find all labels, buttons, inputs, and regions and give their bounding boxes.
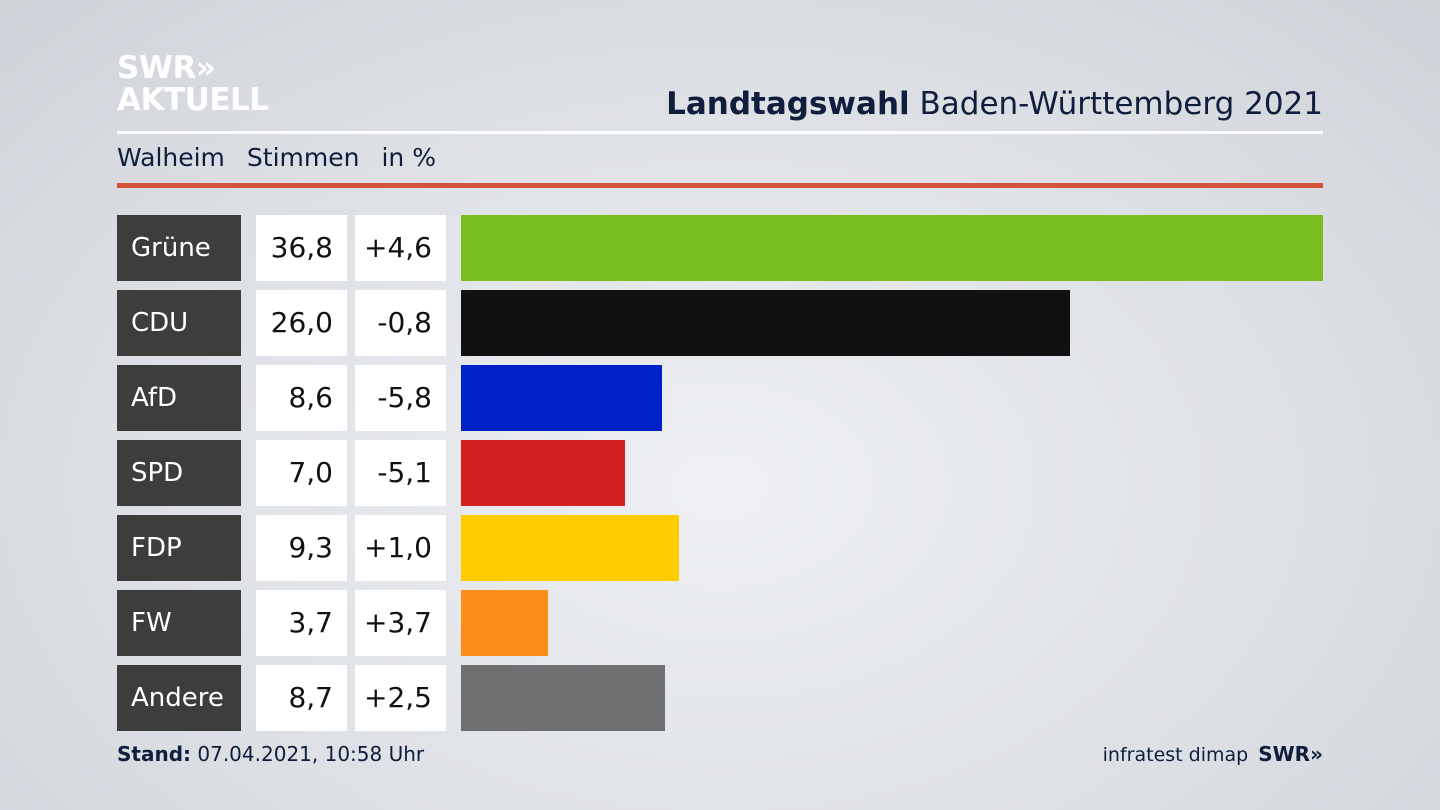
swr-brand: SWR» [1258, 742, 1323, 766]
bar-row: FW 3,7 +3,7 [117, 590, 1323, 656]
bar [461, 215, 1323, 281]
bar [461, 665, 665, 731]
subheader: Walheim Stimmen in % [117, 143, 458, 172]
source-name: infratest dimap [1102, 744, 1249, 766]
timestamp: Stand: 07.04.2021, 10:58 Uhr [117, 742, 424, 766]
stand-label: Stand: [117, 742, 192, 766]
title-rest: Baden-Württemberg 2021 [919, 86, 1323, 122]
value-label: 8,6 [256, 365, 347, 431]
accent-divider [117, 183, 1323, 188]
bar-row: FDP 9,3 +1,0 [117, 515, 1323, 581]
bar [461, 365, 663, 431]
party-label: SPD [117, 440, 241, 506]
logo-line2: AKTUELL [117, 82, 269, 118]
bar-row: AfD 8,6 -5,8 [117, 365, 1323, 431]
value-label: 9,3 [256, 515, 347, 581]
party-label: CDU [117, 290, 241, 356]
title-bold: Landtagswahl [666, 86, 910, 122]
value-label: 36,8 [256, 215, 347, 281]
change-label: -5,1 [355, 440, 446, 506]
party-label: Andere [117, 665, 241, 731]
party-label: FDP [117, 515, 241, 581]
party-label: Grüne [117, 215, 241, 281]
metric: Stimmen [246, 143, 360, 172]
change-label: +2,5 [355, 665, 446, 731]
bar-row: SPD 7,0 -5,1 [117, 440, 1323, 506]
bar [461, 590, 548, 656]
change-label: +1,0 [355, 515, 446, 581]
chart-title: Landtagswahl Baden-Württemberg 2021 [666, 86, 1323, 122]
value-label: 8,7 [256, 665, 347, 731]
divider [117, 131, 1323, 134]
change-label: +3,7 [355, 590, 446, 656]
bar [461, 290, 1071, 356]
change-label: -0,8 [355, 290, 446, 356]
change-label: -5,8 [355, 365, 446, 431]
bar-row: CDU 26,0 -0,8 [117, 290, 1323, 356]
bar [461, 440, 625, 506]
stand-value: 07.04.2021, 10:58 Uhr [197, 742, 425, 766]
party-label: AfD [117, 365, 241, 431]
logo-line1: SWR» [117, 50, 216, 86]
bar-row: Andere 8,7 +2,5 [117, 665, 1323, 731]
value-label: 26,0 [256, 290, 347, 356]
change-label: +4,6 [355, 215, 446, 281]
bar-row: Grüne 36,8 +4,6 [117, 215, 1323, 281]
value-label: 3,7 [256, 590, 347, 656]
swr-aktuell-logo: SWR» AKTUELL [117, 52, 269, 116]
bar [461, 515, 679, 581]
unit: in % [381, 143, 436, 172]
party-label: FW [117, 590, 241, 656]
place: Walheim [117, 143, 225, 172]
source: infratest dimap SWR» [1103, 742, 1323, 766]
value-label: 7,0 [256, 440, 347, 506]
